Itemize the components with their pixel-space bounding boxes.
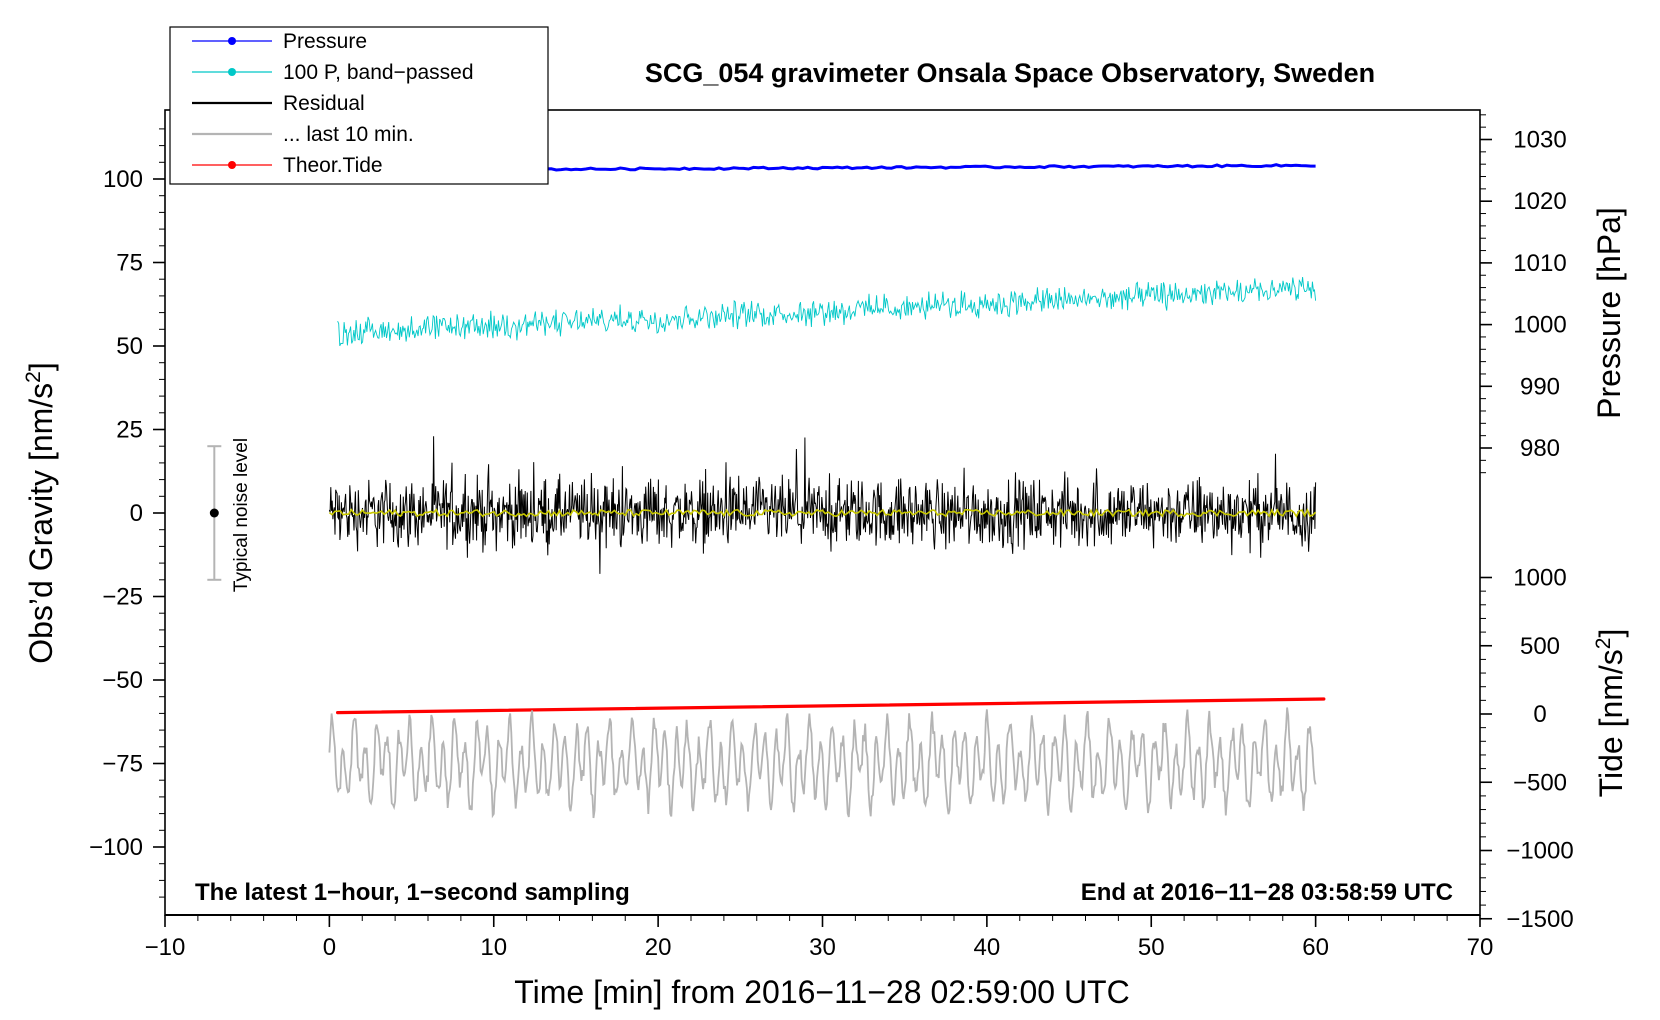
y-axis-title-tide: Tide [nm/s2]: [1592, 629, 1629, 798]
tide-tick-label: −1000: [1506, 838, 1573, 865]
legend-marker: [228, 161, 236, 169]
tide-tick-label: 500: [1520, 633, 1560, 660]
left-tick-label: 25: [116, 417, 143, 444]
chart-title: SCG_054 gravimeter Onsala Space Observat…: [645, 58, 1375, 88]
left-tick-label: 50: [116, 333, 143, 360]
left-tick-label: 0: [130, 500, 143, 527]
tide-tick-label: −1500: [1506, 906, 1573, 933]
left-tick-label: 75: [116, 250, 143, 277]
axes-layer: −10 0 10 20 30 40 50 60 701007550250−25−50−75−10…: [89, 114, 1574, 961]
left-tick-label: 100: [103, 166, 143, 193]
pressure-tick-label: 990: [1520, 373, 1560, 400]
x-tick-label: −10: [145, 934, 186, 961]
left-tick-label: −75: [102, 751, 143, 778]
x-tick-label: 30: [809, 934, 836, 961]
y-axis-title-left-close: ]: [23, 362, 59, 371]
series-theoretical-tide-line: [335, 697, 1326, 715]
series-residual-smoothed-line: [328, 508, 1317, 518]
left-tick-label: −50: [102, 667, 143, 694]
legend-marker: [228, 37, 236, 45]
legend-label: ... last 10 min.: [283, 123, 414, 146]
x-tick-label: 50: [1138, 934, 1165, 961]
x-tick-label: 0: [323, 934, 336, 961]
x-tick-label: 70: [1467, 934, 1494, 961]
tide-tick-label: 0: [1533, 701, 1546, 728]
tide-tick-label: 1000: [1513, 565, 1566, 592]
noise-bar-center-dot: [209, 508, 219, 518]
series-bandpassed-pressure-line: [337, 277, 1317, 347]
x-tick-label: 60: [1302, 934, 1329, 961]
y-axis-title-left: Obs’d Gravity [nm/s2]: [22, 362, 59, 664]
y-axis-title-tide-close: ]: [1593, 629, 1629, 638]
noise-level-marker: [207, 445, 222, 581]
legend-marker: [228, 68, 236, 76]
footer-left-annotation: The latest 1−hour, 1−second sampling: [195, 879, 630, 906]
legend-box: [169, 26, 549, 185]
y-axis-title-left-sup: 2: [22, 371, 45, 383]
legend: Pressure 100 P, band−passed Residual ... la…: [169, 26, 549, 185]
x-tick-label: 40: [974, 934, 1001, 961]
y-axis-title-left-base: Obs’d Gravity [nm/s: [23, 383, 59, 664]
footer-right-annotation: End at 2016−11−28 03:58:59 UTC: [1081, 879, 1453, 906]
left-tick-label: −100: [89, 834, 143, 861]
pressure-tick-label: 1010: [1513, 250, 1566, 277]
x-tick-label: 10: [480, 934, 507, 961]
legend-label: 100 P, band−passed: [283, 61, 474, 84]
pressure-tick-label: 1000: [1513, 312, 1566, 339]
pressure-tick-label: 980: [1520, 435, 1560, 462]
legend-label: Residual: [283, 92, 365, 115]
tide-tick-label: −500: [1513, 769, 1567, 796]
pressure-tick-label: 1020: [1513, 188, 1566, 215]
legend-label: Pressure: [283, 30, 367, 53]
left-tick-label: −25: [102, 584, 143, 611]
series-residual-line: [328, 436, 1317, 574]
legend-label: Theor.Tide: [283, 154, 383, 177]
series-last-10-min-line: [328, 707, 1317, 819]
pressure-tick-label: 1030: [1513, 127, 1566, 154]
y-axis-title-pressure: Pressure [hPa]: [1591, 207, 1627, 419]
y-axis-title-tide-base: Tide [nm/s: [1593, 649, 1629, 797]
x-axis-title: Time [min] from 2016−11−28 02:59:00 UTC: [514, 974, 1129, 1010]
y-axis-title-tide-sup: 2: [1592, 638, 1615, 650]
x-tick-label: 20: [645, 934, 672, 961]
noise-level-label: Typical noise level: [231, 438, 252, 592]
